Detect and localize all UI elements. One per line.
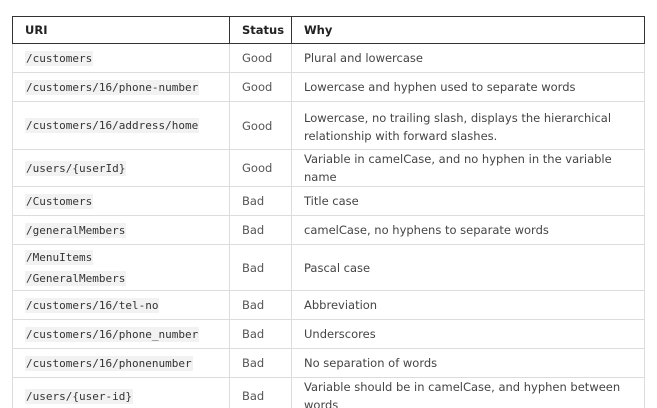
uri-code: /users/{user-id} xyxy=(25,388,133,404)
table-row: /Customers Bad Title case xyxy=(12,186,645,216)
table-row: /customers/16/phone_number Bad Underscor… xyxy=(12,319,645,349)
why-cell: Title case xyxy=(291,186,645,216)
status-cell: Bad xyxy=(229,186,292,216)
uri-cell: /customers/16/address/home xyxy=(12,101,230,150)
uri-code: /users/{userId} xyxy=(25,160,127,176)
table-row: /customers/16/phone-number Good Lowercas… xyxy=(12,72,645,102)
status-cell: Good xyxy=(229,101,292,150)
why-cell: camelCase, no hyphens to separate words xyxy=(291,215,645,245)
status-cell: Bad xyxy=(229,377,292,408)
status-cell: Good xyxy=(229,43,292,73)
why-cell: Pascal case xyxy=(291,244,645,291)
why-cell: Plural and lowercase xyxy=(291,43,645,73)
uri-cell: /customers/16/phone_number xyxy=(12,319,230,349)
why-cell: Abbreviation xyxy=(291,290,645,320)
table-row: /customers Good Plural and lowercase xyxy=(12,43,645,73)
why-cell: Variable in camelCase, and no hyphen in … xyxy=(291,149,645,187)
header-status: Status xyxy=(229,16,292,44)
uri-cell: /customers/16/phonenumber xyxy=(12,348,230,378)
uri-cell: /MenuItems /GeneralMembers xyxy=(12,244,230,291)
table-row: /MenuItems /GeneralMembers Bad Pascal ca… xyxy=(12,244,645,291)
uri-code: /customers/16/phonenumber xyxy=(25,355,193,371)
why-cell: Variable should be in camelCase, and hyp… xyxy=(291,377,645,408)
status-cell: Good xyxy=(229,72,292,102)
uri-cell: /customers/16/phone-number xyxy=(12,72,230,102)
status-cell: Good xyxy=(229,149,292,187)
uri-code: /customers/16/phone-number xyxy=(25,79,200,95)
status-cell: Bad xyxy=(229,290,292,320)
uri-guidelines-table: URI Status Why /customers Good Plural an… xyxy=(12,16,645,408)
header-row: URI Status Why xyxy=(12,16,645,44)
status-cell: Bad xyxy=(229,244,292,291)
uri-cell: /generalMembers xyxy=(12,215,230,245)
header-why: Why xyxy=(291,16,645,44)
uri-code: /Customers xyxy=(25,193,94,209)
uri-code: /generalMembers xyxy=(25,222,127,238)
table-row: /users/{user-id} Bad Variable should be … xyxy=(12,377,645,408)
uri-code: /customers/16/phone_number xyxy=(25,326,200,342)
table-row: /customers/16/address/home Good Lowercas… xyxy=(12,101,645,150)
table-row: /users/{userId} Good Variable in camelCa… xyxy=(12,149,645,187)
uri-cell: /Customers xyxy=(12,186,230,216)
uri-code: /MenuItems xyxy=(25,249,94,265)
uri-cell: /users/{user-id} xyxy=(12,377,230,408)
why-cell: Underscores xyxy=(291,319,645,349)
table-row: /customers/16/tel-no Bad Abbreviation xyxy=(12,290,645,320)
why-cell: No separation of words xyxy=(291,348,645,378)
status-cell: Bad xyxy=(229,348,292,378)
table-row: /customers/16/phonenumber Bad No separat… xyxy=(12,348,645,378)
uri-cell: /customers/16/tel-no xyxy=(12,290,230,320)
uri-code: /customers/16/address/home xyxy=(25,118,200,133)
status-cell: Bad xyxy=(229,319,292,349)
why-cell: Lowercase and hyphen used to separate wo… xyxy=(291,72,645,102)
uri-cell: /customers xyxy=(12,43,230,73)
uri-code: /customers xyxy=(25,50,94,66)
header-uri: URI xyxy=(12,16,230,44)
table-row: /generalMembers Bad camelCase, no hyphen… xyxy=(12,215,645,245)
uri-code: /GeneralMembers xyxy=(25,270,127,286)
table-header: URI Status Why xyxy=(12,16,645,44)
status-cell: Bad xyxy=(229,215,292,245)
why-cell: Lowercase, no trailing slash, displays t… xyxy=(291,101,645,150)
uri-code: /customers/16/tel-no xyxy=(25,297,160,313)
uri-cell: /users/{userId} xyxy=(12,149,230,187)
table-body: /customers Good Plural and lowercase /cu… xyxy=(12,43,645,408)
